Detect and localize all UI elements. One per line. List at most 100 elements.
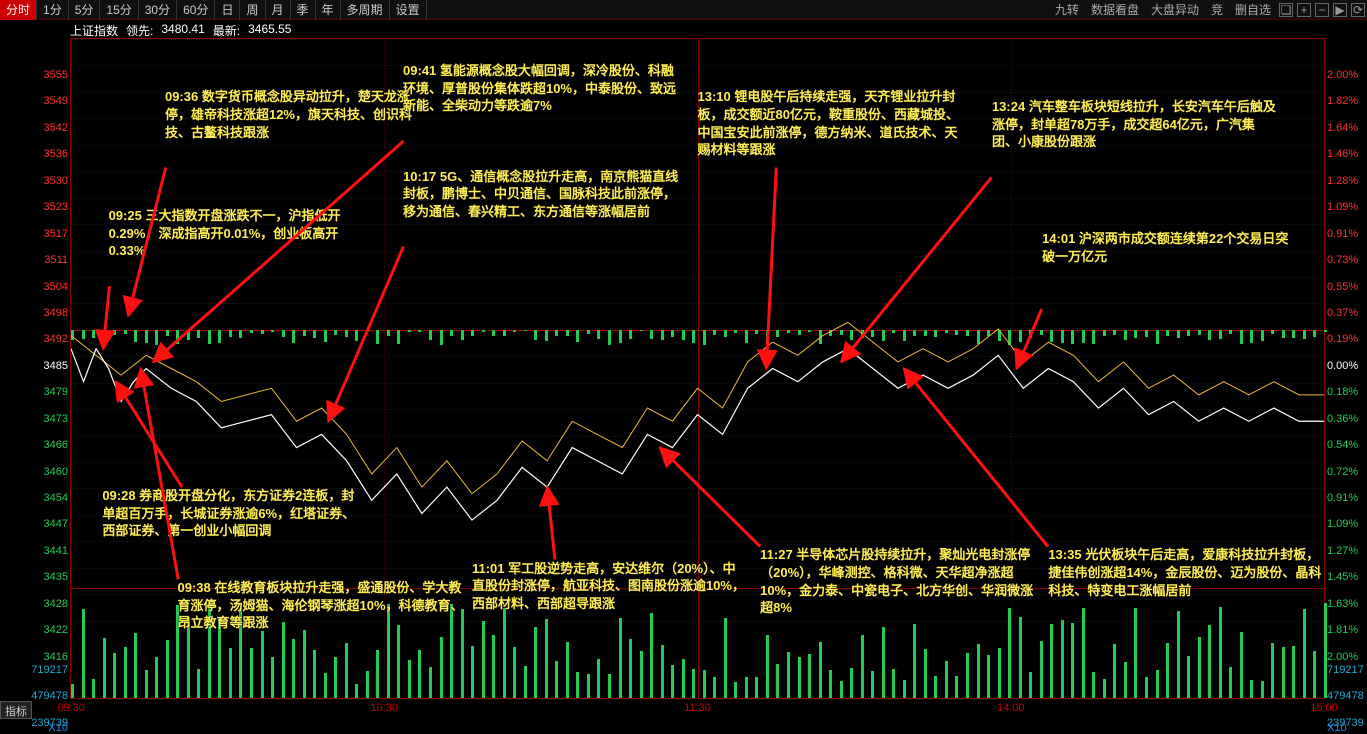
volume-bar [871,671,874,698]
timeframe-tab[interactable]: 季 [291,0,316,20]
timeframe-tab[interactable]: 设置 [390,0,427,20]
volume-bar [71,684,74,698]
volume-bar [1313,651,1316,698]
timeframe-tab[interactable]: 5分 [69,0,101,20]
latest-value: 3465.55 [248,22,291,36]
timeframe-tab[interactable]: 60分 [177,0,215,20]
volume-bar [208,603,211,698]
toolbar-menu-item[interactable]: 九转 [1049,1,1085,19]
y-tick-right: 2.00% [1327,70,1367,81]
volume-bar [1103,679,1106,698]
y-tick-right: 0.36% [1327,414,1367,425]
y-tick-left: 3523 [8,202,68,213]
y-tick-left: 3428 [8,599,68,610]
annotation: 14:01 沪深两市成交额连续第22个交易日突破一万亿元 [1042,230,1293,265]
volume-bar [566,642,569,698]
y-tick-right: 0.00% [1327,361,1367,372]
volume-bar [1134,608,1137,698]
volume-bar [998,648,1001,698]
volume-bar [776,664,779,698]
annotation: 10:17 5G、通信概念股拉升走高，南京熊猫直线封板，鹏博士、中贝通信、国脉科… [403,168,679,221]
volume-bar [145,670,148,698]
volume-bar [587,674,590,698]
chart-area: 09:3010:3011:3014:0015:0009:25 三大指数开盘涨跌不… [0,38,1367,699]
toolbar-icon[interactable]: ❏ [1279,3,1293,17]
y-tick-right: 1.82% [1327,96,1367,107]
volume-bar [218,617,221,698]
timeframe-tab[interactable]: 分时 [0,0,37,20]
toolbar-icon[interactable]: ▶ [1333,3,1347,17]
chart-header: 上证指数 领先: 3480.41 最新: 3465.55 [0,20,1367,38]
timeframe-tab[interactable]: 15分 [100,0,138,20]
volume-bar [798,657,801,698]
timeframe-tab[interactable]: 1分 [37,0,69,20]
volume-bar [524,666,527,698]
toolbar-icon[interactable]: + [1297,3,1311,17]
y-tick-left: 3460 [8,467,68,478]
volume-bar [113,653,116,698]
volume-bar [819,642,822,698]
toolbar-menu-item[interactable]: 大盘异动 [1145,1,1205,19]
volume-bar [755,677,758,698]
toolbar-menu-item[interactable]: 数据看盘 [1085,1,1145,19]
volume-bar [703,670,706,698]
volume-bar [124,647,127,698]
timeframe-tab[interactable]: 30分 [139,0,177,20]
volume-bar [840,681,843,698]
timeframe-tab[interactable]: 年 [316,0,341,20]
volume-bar [1156,670,1159,698]
volume-bar [229,648,232,698]
y-tick-right: 0.19% [1327,334,1367,345]
volume-bar [155,657,158,698]
volume-bar [1229,667,1232,698]
volume-bar [734,682,737,698]
volume-bar [671,665,674,698]
volume-bar [966,653,969,698]
volume-bar [1292,646,1295,698]
volume-bar [324,673,327,698]
volume-bar [92,679,95,698]
timeframe-tabs: 分时1分5分15分30分60分日周月季年多周期设置 [0,0,427,20]
volume-bar [408,660,411,698]
volume-bar [1061,620,1064,698]
timeframe-tab[interactable]: 多周期 [341,0,390,20]
volume-bar [808,654,811,698]
volume-bar [892,669,895,698]
volume-bar [745,677,748,698]
y-tick-right: 1.81% [1327,625,1367,636]
volume-bar [1071,623,1074,698]
y-tick-left: 3504 [8,282,68,293]
vol-tick-right: 719217 [1327,665,1367,676]
toolbar-icon[interactable]: − [1315,3,1329,17]
indicator-label[interactable]: 指标 [0,701,32,719]
y-tick-left: 3536 [8,149,68,160]
volume-bar [513,647,516,698]
toolbar-icon[interactable]: ⟳ [1351,3,1365,17]
timeframe-tab[interactable]: 日 [215,0,240,20]
toolbar-menu-item[interactable]: 竞 [1205,1,1229,19]
y-tick-right: 1.28% [1327,176,1367,187]
y-tick-right: 0.91% [1327,493,1367,504]
y-tick-left: 3441 [8,546,68,557]
volume-bar [850,668,853,698]
y-tick-left: 3485 [8,361,68,372]
x-tick: 14:00 [997,702,1025,714]
volume-bar [1208,625,1211,698]
volume-bar [418,650,421,698]
volume-bar [303,630,306,698]
y-tick-left: 3479 [8,387,68,398]
volume-bar [376,650,379,698]
timeframe-tab[interactable]: 月 [266,0,291,20]
price-chart[interactable]: 09:3010:3011:3014:0015:0009:25 三大指数开盘涨跌不… [70,38,1325,699]
y-tick-left: 3473 [8,414,68,425]
volume-bar [1282,647,1285,698]
volume-bar [640,651,643,698]
volume-bar [187,617,190,698]
y-tick-right: 1.45% [1327,572,1367,583]
timeframe-tab[interactable]: 周 [240,0,265,20]
y-tick-right: 0.18% [1327,387,1367,398]
toolbar-menu-item[interactable]: 删自选 [1229,1,1277,19]
x10-label: X10 [1327,723,1367,734]
volume-bar [913,624,916,698]
volume-bar [1240,632,1243,698]
